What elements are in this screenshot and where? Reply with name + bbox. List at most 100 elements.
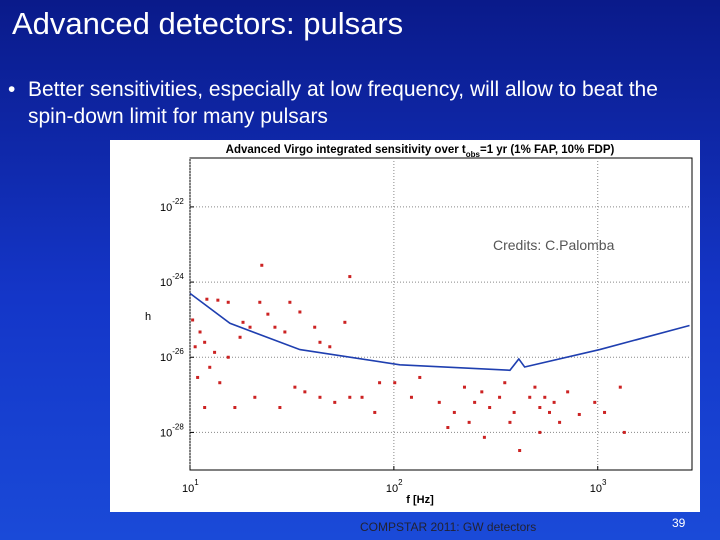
pulsar-point [258,300,262,304]
annotation: Credits: C.Palomba [493,237,615,253]
tick-base: 10 [386,483,398,495]
pulsar-point [241,320,245,324]
pulsar-point [248,325,252,329]
tick-base: 10 [160,352,172,364]
tick-exponent: 1 [194,478,199,487]
y-tick-label: 10-24 [160,272,184,289]
pulsar-point [328,345,332,349]
pulsar-point [566,390,570,394]
x-axis-label: f [Hz] [406,494,434,506]
bullet-item: • Better sensitivities, especially at lo… [8,76,708,130]
pulsar-point [193,345,197,349]
pulsar-point [196,375,200,379]
pulsar-point [538,406,542,410]
pulsar-point [360,395,364,399]
pulsar-point [288,300,292,304]
pulsar-point [226,355,230,359]
pulsar-point [593,400,597,404]
pulsar-point [418,375,422,379]
title-part: Advanced Virgo integrated sensitivity ov… [226,144,466,156]
pulsar-point [226,300,230,304]
pulsar-point [498,395,502,399]
pulsar-point [266,312,270,316]
pulsar-point [303,390,307,394]
pulsar-point [482,435,486,439]
pulsar-point [213,350,217,354]
pulsar-point [446,426,450,430]
slide-title: Advanced detectors: pulsars [12,6,404,41]
pulsar-point [333,400,337,404]
x-tick-label: 103 [590,478,607,495]
tick-exponent: 2 [398,478,403,487]
tick-base: 10 [590,483,602,495]
tick-base: 10 [160,427,172,439]
footer: COMPSTAR 2011: GW detectors [360,520,537,534]
pulsar-point [533,385,537,389]
pulsar-point [273,325,277,329]
pulsar-point [373,410,377,414]
pulsar-point [622,430,626,434]
pulsar-point [260,263,264,267]
pulsar-point [348,395,352,399]
pulsar-point [618,385,622,389]
pulsar-point [218,381,222,385]
chart-background [110,140,700,512]
pulsar-point [378,381,382,385]
pulsar-point [278,406,282,410]
pulsar-point [437,400,441,404]
pulsar-point [313,325,317,329]
pulsar-point [203,340,207,344]
pulsar-point [512,410,516,414]
pulsar-point [393,381,397,385]
pulsar-point [198,330,202,334]
pulsar-point [318,340,322,344]
pulsar-point [191,318,195,322]
pulsar-point [543,395,547,399]
pulsar-point [293,385,297,389]
bullet-text: Better sensitivities, especially at low … [28,78,658,128]
pulsar-point [480,390,484,394]
pulsar-point [488,406,492,410]
pulsar-point [208,365,212,369]
pulsar-point [528,395,532,399]
pulsar-point [577,412,581,416]
pulsar-point [205,297,209,301]
pulsar-point [552,400,556,404]
pulsar-point [318,395,322,399]
title-part: =1 yr (1% FAP, 10% FDP) [480,144,615,156]
pulsar-point [558,420,562,424]
pulsar-point [548,410,552,414]
pulsar-point [298,310,302,314]
chart-title: Advanced Virgo integrated sensitivity ov… [226,144,615,159]
bullet-mark: • [8,78,16,101]
x-tick-label: 102 [386,478,403,495]
pulsar-point [473,400,477,404]
title-subscript: obs [466,150,481,159]
tick-exponent: -26 [172,347,184,356]
pulsar-point [603,410,607,414]
pulsar-point [518,449,522,453]
y-tick-label: 10-22 [160,197,184,214]
pulsar-point [452,410,456,414]
tick-base: 10 [182,483,194,495]
pulsar-point [233,406,237,410]
tick-base: 10 [160,277,172,289]
pulsar-point [467,420,471,424]
pulsar-point [283,330,287,334]
pulsar-point [538,430,542,434]
y-tick-label: 10-26 [160,347,184,364]
pulsar-point [203,406,207,410]
tick-exponent: 3 [602,478,607,487]
pulsar-point [503,381,507,385]
pulsar-point [238,335,242,339]
x-tick-label: 101 [182,478,199,495]
tick-exponent: -22 [172,197,184,206]
pulsar-point [343,320,347,324]
tick-exponent: -24 [172,272,184,281]
sensitivity-curve [189,292,690,372]
pulsar-point [348,275,352,279]
y-tick-label: 10-28 [160,422,184,439]
pulsar-point [409,395,413,399]
